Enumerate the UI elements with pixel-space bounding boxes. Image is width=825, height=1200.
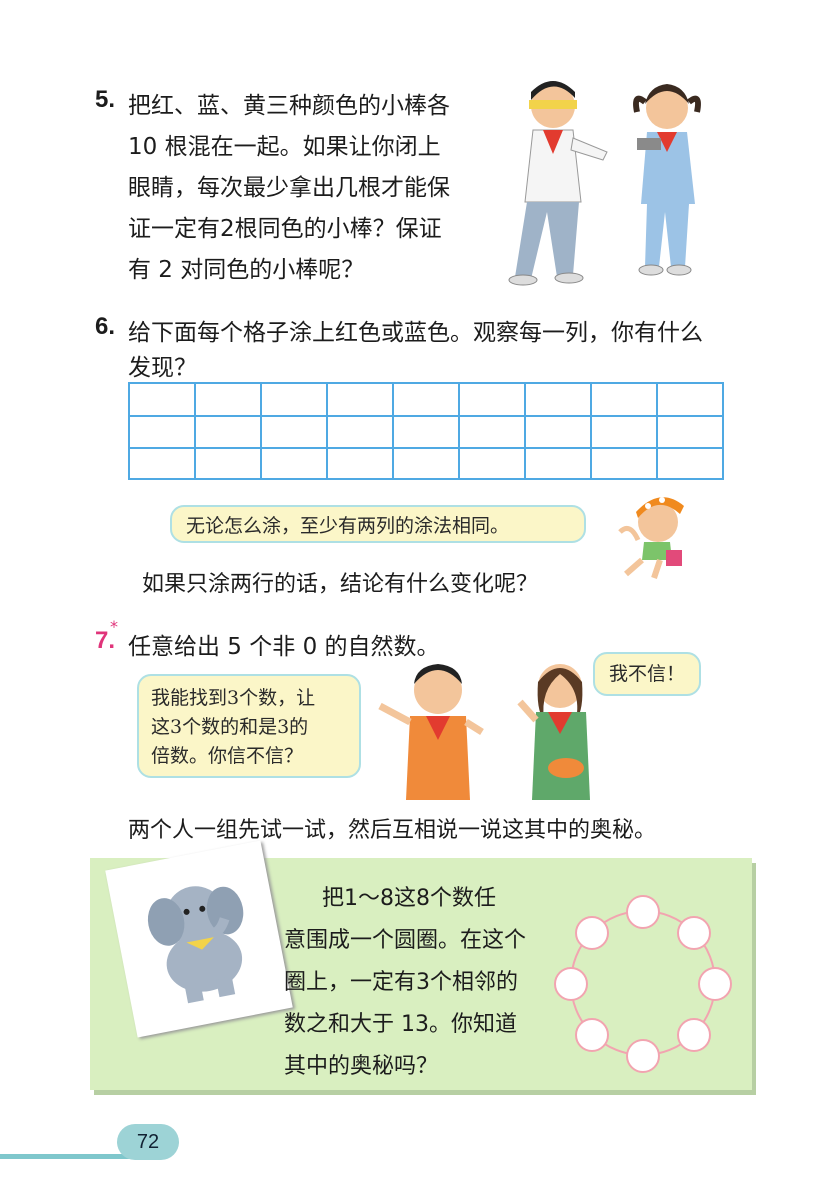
problem-6-follow-up: 如果只涂两行的话，结论有什么变化呢？ xyxy=(142,572,539,597)
color-grid[interactable] xyxy=(128,382,724,480)
problem-6-line-2: 发现？ xyxy=(128,355,197,381)
problem-5-number: 5. xyxy=(95,86,116,113)
ring-circle-4[interactable] xyxy=(677,1018,711,1052)
problem-5-line-2: 10 根混在一起。如果让你闭上 xyxy=(128,134,441,160)
boy-and-girl-illustration xyxy=(378,664,590,800)
boy-bubble-line-1: 我能找到3个数，让 xyxy=(151,687,316,709)
problem-7-star: * xyxy=(110,617,118,636)
small-girl-illustration xyxy=(618,497,684,579)
box-line-1: 把1～8这8个数任 xyxy=(322,886,496,911)
boy-speech-bubble: 我能找到3个数，让 这3个数的和是3的 倍数。你信不信？ xyxy=(137,674,361,778)
girl-speech-bubble: 无论怎么涂，至少有两列的涂法相同。 xyxy=(170,505,586,543)
problem-7-text: 任意给出 5 个非 0 的自然数。 xyxy=(128,634,440,660)
problem-5-line-5: 有 2 对同色的小棒呢？ xyxy=(128,257,365,283)
challenge-box: 把1～8这8个数任 意围成一个圆圈。在这个 圈上，一定有3个相邻的 数之和大于 … xyxy=(90,840,752,1090)
ring-circle-3[interactable] xyxy=(698,967,732,1001)
box-line-4: 数之和大于 13。你知道 xyxy=(284,1012,517,1037)
page-footer-bar xyxy=(0,1154,145,1159)
girl-doubt-text: 我不信！ xyxy=(608,663,685,685)
problem-7-follow-up: 两个人一组先试一试，然后互相说一说这其中的奥秘。 xyxy=(128,818,657,843)
problem-6-number: 6. xyxy=(95,313,116,340)
ring-circle-6[interactable] xyxy=(575,1018,609,1052)
elephant-icon xyxy=(147,886,244,1004)
problem-7-number: 7. xyxy=(95,627,116,654)
number-ring xyxy=(548,888,738,1078)
box-line-2: 意围成一个圆圈。在这个 xyxy=(284,928,527,953)
problem-5-line-1: 把红、蓝、黄三种颜色的小棒各 xyxy=(128,93,450,119)
ring-circle-8[interactable] xyxy=(575,916,609,950)
ring-circle-1[interactable] xyxy=(626,895,660,929)
ring-circle-2[interactable] xyxy=(677,916,711,950)
ring-circle-7[interactable] xyxy=(554,967,588,1001)
box-line-3: 圈上，一定有3个相邻的 xyxy=(284,970,518,995)
problem-5-line-4: 证一定有2根同色的小棒？保证 xyxy=(128,216,442,242)
girl-doubt-bubble: 我不信！ xyxy=(593,652,701,696)
problem-5-line-3: 眼睛，每次最少拿出几根才能保 xyxy=(128,175,450,201)
page-number: 72 xyxy=(117,1124,179,1160)
boy-bubble-line-2: 这3个数的和是3的 xyxy=(151,716,309,738)
children-sticks-illustration xyxy=(508,81,701,286)
boy-bubble-line-3: 倍数。你信不信？ xyxy=(151,745,304,767)
elephant-card xyxy=(105,840,293,1038)
ring-circle-5[interactable] xyxy=(626,1039,660,1073)
problem-6-line-1: 给下面每个格子涂上红色或蓝色。观察每一列，你有什么 xyxy=(128,320,703,346)
speech-bubble-text: 无论怎么涂，至少有两列的涂法相同。 xyxy=(186,515,510,537)
box-line-5: 其中的奥秘吗？ xyxy=(284,1054,439,1079)
